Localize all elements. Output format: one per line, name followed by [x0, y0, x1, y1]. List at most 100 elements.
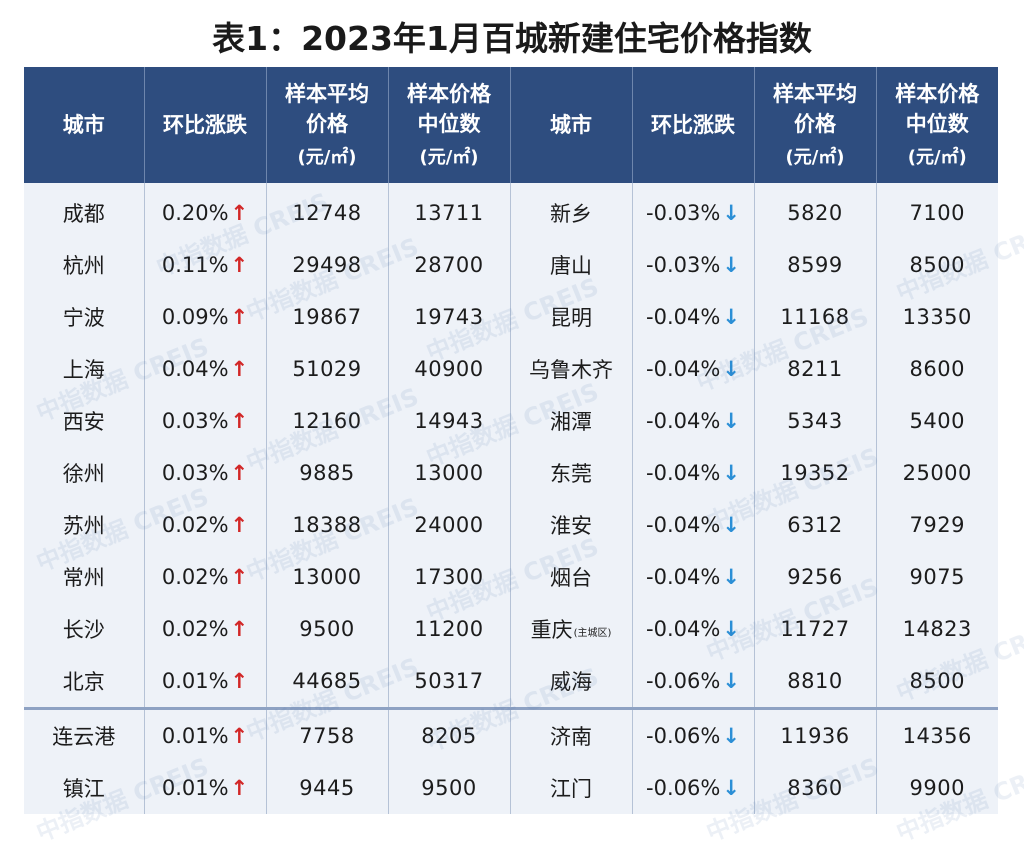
- city-name: 唐山: [550, 254, 592, 278]
- table-row: 长沙 0.02%↑ 9500 11200 重庆(主城区) -0.04%↓ 11727 1482…: [24, 603, 998, 655]
- avg-price-cell: 51029: [266, 343, 389, 395]
- city-note: (主城区): [573, 627, 612, 639]
- table-row: 上海 0.04%↑ 51029 40900 乌鲁木齐 -0.04%↓ 8211 8600: [24, 343, 998, 395]
- city-cell: 烟台: [510, 551, 633, 603]
- avg-price-cell: 19867: [266, 291, 389, 343]
- median-price-cell: 8500: [876, 239, 998, 291]
- city-cell: 唐山: [510, 239, 633, 291]
- change-cell: 0.03%↑: [144, 395, 267, 447]
- arrow-down-icon: ↓: [722, 305, 740, 329]
- avg-price-cell: 8211: [754, 343, 877, 395]
- city-cell: 北京: [24, 655, 145, 709]
- column-header-label: 价格: [794, 111, 836, 136]
- median-price-cell: 8600: [876, 343, 998, 395]
- column-header-label: 价格: [306, 111, 348, 136]
- median-price-cell: 19743: [388, 291, 511, 343]
- city-cell: 杭州: [24, 239, 145, 291]
- arrow-down-icon: ↓: [722, 357, 740, 381]
- avg-price-cell: 7758: [266, 707, 389, 762]
- city-cell: 苏州: [24, 499, 145, 551]
- change-value: -0.04%: [646, 357, 721, 381]
- change-cell: -0.04%↓: [632, 499, 755, 551]
- avg-price-cell: 6312: [754, 499, 877, 551]
- change-value: -0.04%: [646, 305, 721, 329]
- city-name: 重庆: [530, 618, 573, 642]
- change-value: -0.06%: [646, 776, 721, 800]
- city-cell: 常州: [24, 551, 145, 603]
- column-header: 样本价格 中位数 (元/㎡): [388, 67, 511, 183]
- table-row: 苏州 0.02%↑ 18388 24000 淮安 -0.04%↓ 6312 7929: [24, 499, 998, 551]
- table-title: 表1：2023年1月百城新建住宅价格指数: [212, 19, 812, 58]
- avg-price-cell: 12160: [266, 395, 389, 447]
- table-row: 常州 0.02%↑ 13000 17300 烟台 -0.04%↓ 9256 9075: [24, 551, 998, 603]
- arrow-up-icon: ↑: [230, 669, 249, 693]
- avg-price-cell: 5820: [754, 183, 877, 239]
- change-cell: -0.04%↓: [632, 603, 755, 655]
- city-name: 新乡: [550, 202, 592, 226]
- change-cell: 0.04%↑: [144, 343, 267, 395]
- city-cell: 成都: [24, 183, 145, 239]
- arrow-up-icon: ↑: [230, 409, 249, 433]
- change-value: 0.09%: [161, 305, 229, 329]
- arrow-down-icon: ↓: [722, 513, 740, 537]
- arrow-down-icon: ↓: [722, 253, 740, 277]
- change-value: 0.02%: [161, 513, 229, 537]
- column-header: 城市: [510, 67, 633, 183]
- column-header-label: 城市: [550, 112, 592, 137]
- change-cell: 0.11%↑: [144, 239, 267, 291]
- arrow-up-icon: ↑: [230, 513, 249, 537]
- column-header: 城市: [24, 67, 145, 183]
- change-cell: 0.20%↑: [144, 183, 267, 239]
- change-cell: -0.04%↓: [632, 551, 755, 603]
- change-cell: -0.04%↓: [632, 291, 755, 343]
- change-value: 0.02%: [161, 565, 229, 589]
- arrow-up-icon: ↑: [230, 461, 249, 485]
- change-cell: -0.04%↓: [632, 343, 755, 395]
- column-header-label: 环比涨跌: [163, 112, 247, 137]
- city-name: 昆明: [550, 306, 592, 330]
- city-cell: 新乡: [510, 183, 633, 239]
- price-index-table: 城市 环比涨跌 样本平均 价格 (元/㎡) 样本价格 中位数 (元/㎡) 城市 环比涨跌 样本平均价…: [24, 67, 998, 814]
- avg-price-cell: 9885: [266, 447, 389, 499]
- city-name: 江门: [550, 777, 592, 801]
- change-value: -0.04%: [646, 565, 721, 589]
- avg-price-cell: 8360: [754, 762, 877, 814]
- change-value: 0.11%: [161, 253, 229, 277]
- column-header-label: 样本价格: [407, 81, 491, 106]
- arrow-up-icon: ↑: [230, 565, 249, 589]
- median-price-cell: 50317: [388, 655, 511, 709]
- column-header-unit: (元/㎡): [907, 147, 967, 169]
- city-name: 威海: [550, 670, 592, 694]
- arrow-down-icon: ↓: [722, 617, 740, 641]
- table-row: 镇江 0.01%↑ 9445 9500 江门 -0.06%↓ 8360 9900: [24, 762, 998, 814]
- avg-price-cell: 9445: [266, 762, 389, 814]
- city-cell: 宁波: [24, 291, 145, 343]
- column-header: 样本价格 中位数 (元/㎡): [876, 67, 998, 183]
- median-price-cell: 9075: [876, 551, 998, 603]
- change-cell: -0.04%↓: [632, 395, 755, 447]
- city-cell: 昆明: [510, 291, 633, 343]
- avg-price-cell: 18388: [266, 499, 389, 551]
- avg-price-cell: 13000: [266, 551, 389, 603]
- avg-price-cell: 11727: [754, 603, 877, 655]
- change-value: -0.03%: [646, 201, 721, 225]
- city-cell: 湘潭: [510, 395, 633, 447]
- city-cell: 淮安: [510, 499, 633, 551]
- arrow-down-icon: ↓: [722, 776, 740, 800]
- column-header-unit: (元/㎡): [419, 147, 479, 169]
- city-cell: 东莞: [510, 447, 633, 499]
- city-cell: 西安: [24, 395, 145, 447]
- arrow-down-icon: ↓: [722, 409, 740, 433]
- avg-price-cell: 8599: [754, 239, 877, 291]
- column-header-label: 中位数: [905, 111, 969, 136]
- arrow-down-icon: ↓: [722, 669, 740, 693]
- city-name: 烟台: [550, 566, 592, 590]
- change-value: 0.01%: [161, 669, 229, 693]
- city-cell: 济南: [510, 707, 633, 762]
- change-value: -0.04%: [646, 617, 721, 641]
- median-price-cell: 13000: [388, 447, 511, 499]
- avg-price-cell: 9500: [266, 603, 389, 655]
- city-cell: 长沙: [24, 603, 145, 655]
- median-price-cell: 11200: [388, 603, 511, 655]
- city-cell: 重庆(主城区): [510, 603, 633, 655]
